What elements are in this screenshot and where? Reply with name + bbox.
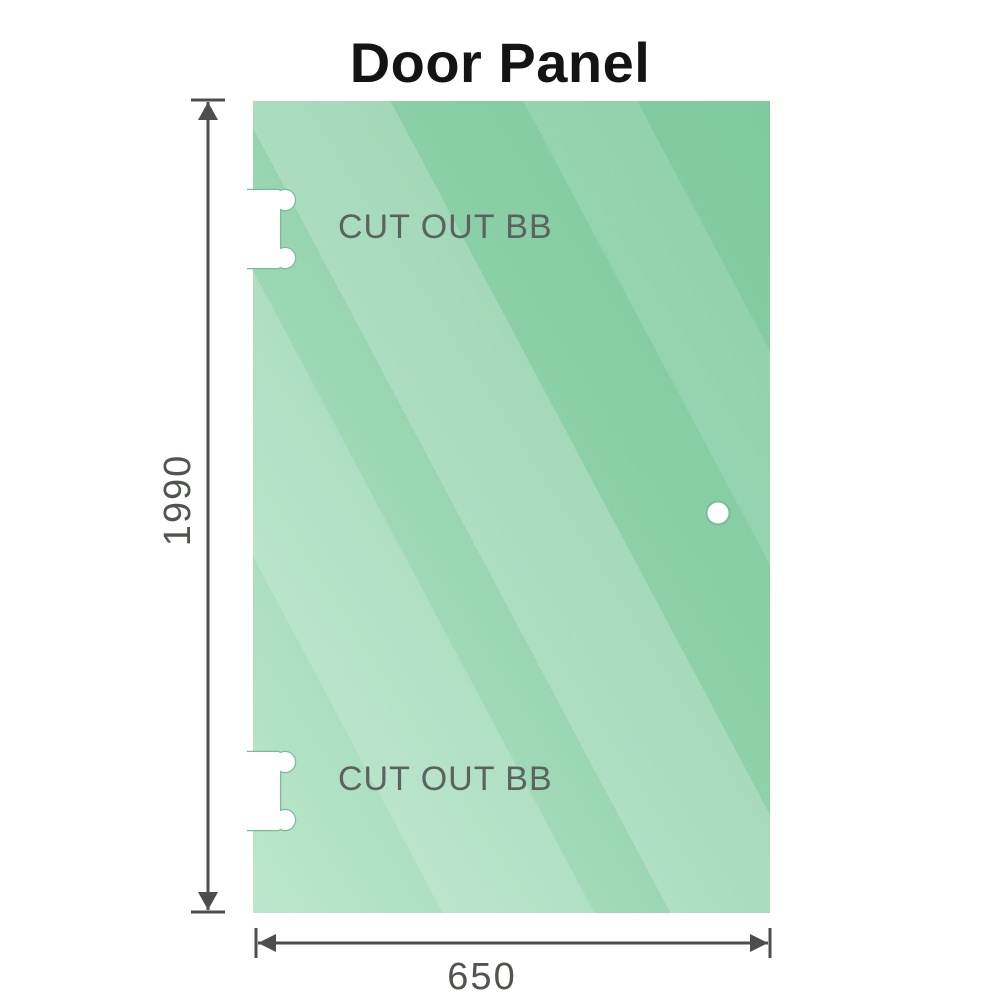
handle-hole-icon (705, 500, 731, 526)
hinge-cutout-top-icon (247, 188, 297, 270)
cutout-label-bottom: CUT OUT BB (338, 760, 553, 798)
width-dimension-value: 650 (447, 956, 517, 998)
width-dimension-arrow (254, 928, 772, 958)
hinge-cutout-bottom-icon (247, 750, 297, 832)
cutout-label-top: CUT OUT BB (338, 208, 553, 246)
height-dimension-value: 1990 (157, 453, 199, 547)
page-title: Door Panel (349, 31, 651, 94)
door-panel-glass: CUT OUT BB CUT OUT BB (247, 101, 770, 913)
height-dimension-arrow (191, 98, 225, 914)
